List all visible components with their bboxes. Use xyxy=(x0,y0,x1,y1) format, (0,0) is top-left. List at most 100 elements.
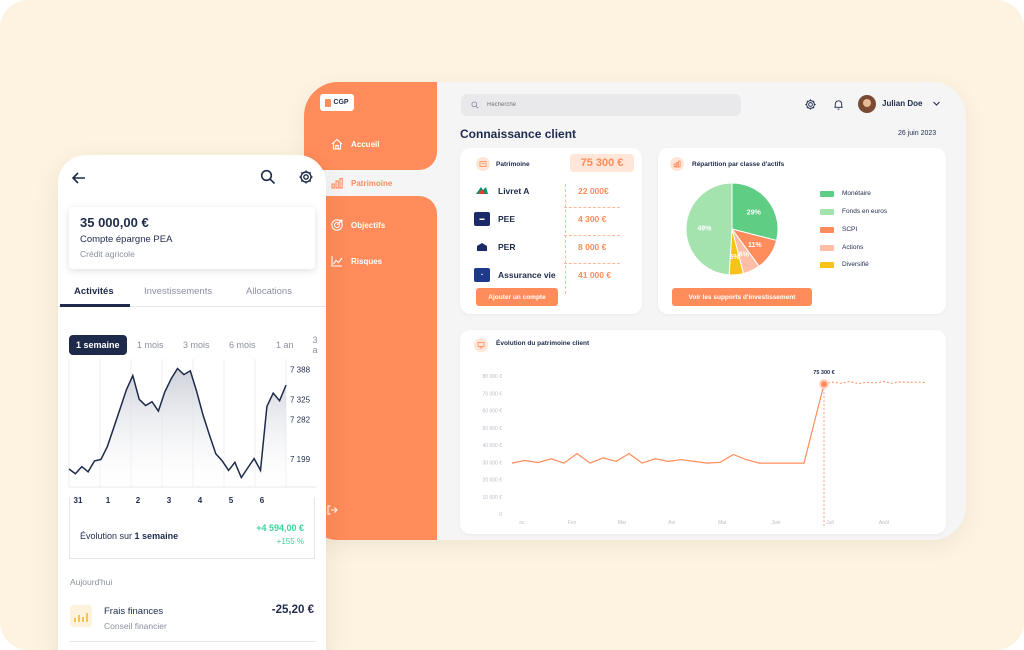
legend-swatch xyxy=(820,190,834,197)
account-name: Livret A xyxy=(498,186,530,196)
nav-item-objectifs[interactable]: Objectifs xyxy=(330,218,385,232)
account-row[interactable]: Livret A 22 000€ xyxy=(474,177,624,205)
pie-slice-label: 5% xyxy=(730,254,741,261)
sidebar-bottom xyxy=(304,196,437,540)
x-tick-label: 2 xyxy=(136,496,141,505)
divider xyxy=(565,184,566,294)
legend-swatch xyxy=(820,244,834,251)
evolution-summary: Évolution sur 1 semaine +4 594,00 € +155… xyxy=(69,497,315,559)
bell-icon[interactable] xyxy=(832,98,845,111)
logout-icon[interactable] xyxy=(326,504,338,516)
pee-logo-icon: ▬ xyxy=(474,212,490,226)
x-tick-label: Août xyxy=(879,520,890,526)
patrimoine-card: Patrimoine 75 300 € Livret A 22 000€ ▬ P… xyxy=(460,148,642,314)
transaction-amount: -25,20 € xyxy=(271,604,314,616)
legend-item: Fonds en euros xyxy=(820,208,887,215)
evolution-card: Évolution du patrimoine client 80 000 € 7… xyxy=(460,330,946,534)
tab-investissements[interactable]: Investissements xyxy=(144,286,213,297)
series-line xyxy=(68,367,287,480)
y-tick-label: 7 199 xyxy=(290,455,311,464)
tab-allocations[interactable]: Allocations xyxy=(246,286,292,297)
investment-supports-button[interactable]: Voir les supports d'investissement xyxy=(672,288,812,306)
evolution-prefix: Évolution sur xyxy=(80,531,133,541)
transaction-category: Conseil financier xyxy=(104,621,167,631)
y-tick-label: 20 000 € xyxy=(483,478,503,484)
legend-swatch xyxy=(820,208,834,215)
x-tick-label: 4 xyxy=(198,496,203,505)
legend-item: Diversifié xyxy=(820,261,869,268)
bar-chart-icon xyxy=(331,177,343,189)
account-row[interactable]: ▪ Assurance vie 41 000 € xyxy=(474,261,624,289)
chevron-down-icon[interactable] xyxy=(932,99,941,108)
account-type: Compte épargne PEA xyxy=(80,234,173,245)
legend-label: Diversifié xyxy=(842,261,869,268)
period-1-mois[interactable]: 1 mois xyxy=(130,335,171,355)
per-logo-icon xyxy=(474,240,490,254)
x-tick-label: Mar xyxy=(618,520,627,526)
pie-slice-label: 49% xyxy=(697,226,712,233)
pie-slice xyxy=(685,182,733,276)
user-name[interactable]: Julian Doe xyxy=(882,99,923,108)
patrimoine-title: Patrimoine xyxy=(496,161,530,168)
period-3-mois[interactable]: 3 mois xyxy=(176,335,217,355)
legend-label: Fonds en euros xyxy=(842,208,888,215)
period-3-ans[interactable]: 3 a xyxy=(304,335,326,355)
period-6-mois[interactable]: 6 mois xyxy=(222,335,263,355)
pie-icon xyxy=(670,157,684,171)
marker-label: 75 300 € xyxy=(813,370,834,376)
marker-point xyxy=(821,381,827,388)
patrimoine-total: 75 300 € xyxy=(570,154,634,172)
settings-gear-icon[interactable] xyxy=(804,98,817,111)
finance-chart-icon xyxy=(70,605,92,627)
y-tick-label: 30 000 € xyxy=(483,460,503,466)
nav-label: Risques xyxy=(351,256,383,266)
tab-activites[interactable]: Activités xyxy=(74,286,114,297)
series-area xyxy=(69,368,286,487)
account-balance: 35 000,00 € xyxy=(80,215,149,230)
search-icon[interactable] xyxy=(260,169,276,185)
active-tab-indicator xyxy=(60,304,130,307)
back-arrow-icon[interactable] xyxy=(70,169,88,187)
nav-item-patrimoine[interactable]: Patrimoine xyxy=(330,176,392,190)
divider xyxy=(70,641,316,642)
period-1-an[interactable]: 1 an xyxy=(269,335,301,355)
search-input[interactable] xyxy=(487,102,687,108)
transaction-name[interactable]: Frais finances xyxy=(104,606,164,617)
nav-item-risques[interactable]: Risques xyxy=(330,254,382,268)
trend-icon xyxy=(474,338,488,352)
y-tick-label: 70 000 € xyxy=(483,391,503,397)
settings-gear-icon[interactable] xyxy=(298,169,314,185)
legend-label: SCPI xyxy=(842,226,858,233)
account-amount: 8 000 € xyxy=(578,242,607,252)
pie-slice-label: 29% xyxy=(747,210,762,217)
account-row[interactable]: PER 8 000 € xyxy=(474,233,624,261)
balance-line-chart: 7 388 7 325 7 282 7 199 31 1 2 3 4 5 6 xyxy=(68,359,316,505)
x-tick-label: 6 xyxy=(260,496,265,505)
app-logo[interactable]: CGP xyxy=(320,94,354,111)
search-bar[interactable] xyxy=(461,94,741,116)
period-1-semaine[interactable]: 1 semaine xyxy=(69,335,127,355)
user-avatar[interactable] xyxy=(858,95,876,113)
phone-screen: 35 000,00 € Compte épargne PEA Crédit ag… xyxy=(58,155,326,650)
y-tick-label: 7 388 xyxy=(290,365,311,374)
account-bank: Crédit agricole xyxy=(80,249,135,259)
add-account-button[interactable]: Ajouter un compte xyxy=(476,288,558,306)
y-tick-label: 80 000 € xyxy=(483,374,503,380)
y-tick-label: 7 325 xyxy=(290,395,311,404)
account-name: PER xyxy=(498,242,516,252)
tab-bar: Activités Investissements Allocations xyxy=(58,281,326,307)
account-amount: 22 000€ xyxy=(578,186,609,196)
account-row[interactable]: ▬ PEE 4 300 € xyxy=(474,205,624,233)
nav-item-accueil[interactable]: Accueil xyxy=(330,137,379,151)
row-divider xyxy=(564,263,620,264)
row-divider xyxy=(564,207,620,208)
pie-slice xyxy=(731,182,779,242)
account-name: Assurance vie xyxy=(498,270,556,280)
y-tick-label: 40 000 € xyxy=(483,443,503,449)
legend-label: Monétaire xyxy=(842,190,871,197)
credit-agricole-logo-icon xyxy=(474,184,490,198)
account-summary-card[interactable]: 35 000,00 € Compte épargne PEA Crédit ag… xyxy=(69,207,315,269)
x-tick-label: Mai xyxy=(718,520,726,526)
y-tick-label: 7 282 xyxy=(290,416,311,425)
dashboard-window: CGP Accueil Patrimoine Objectifs Risques… xyxy=(304,82,966,540)
